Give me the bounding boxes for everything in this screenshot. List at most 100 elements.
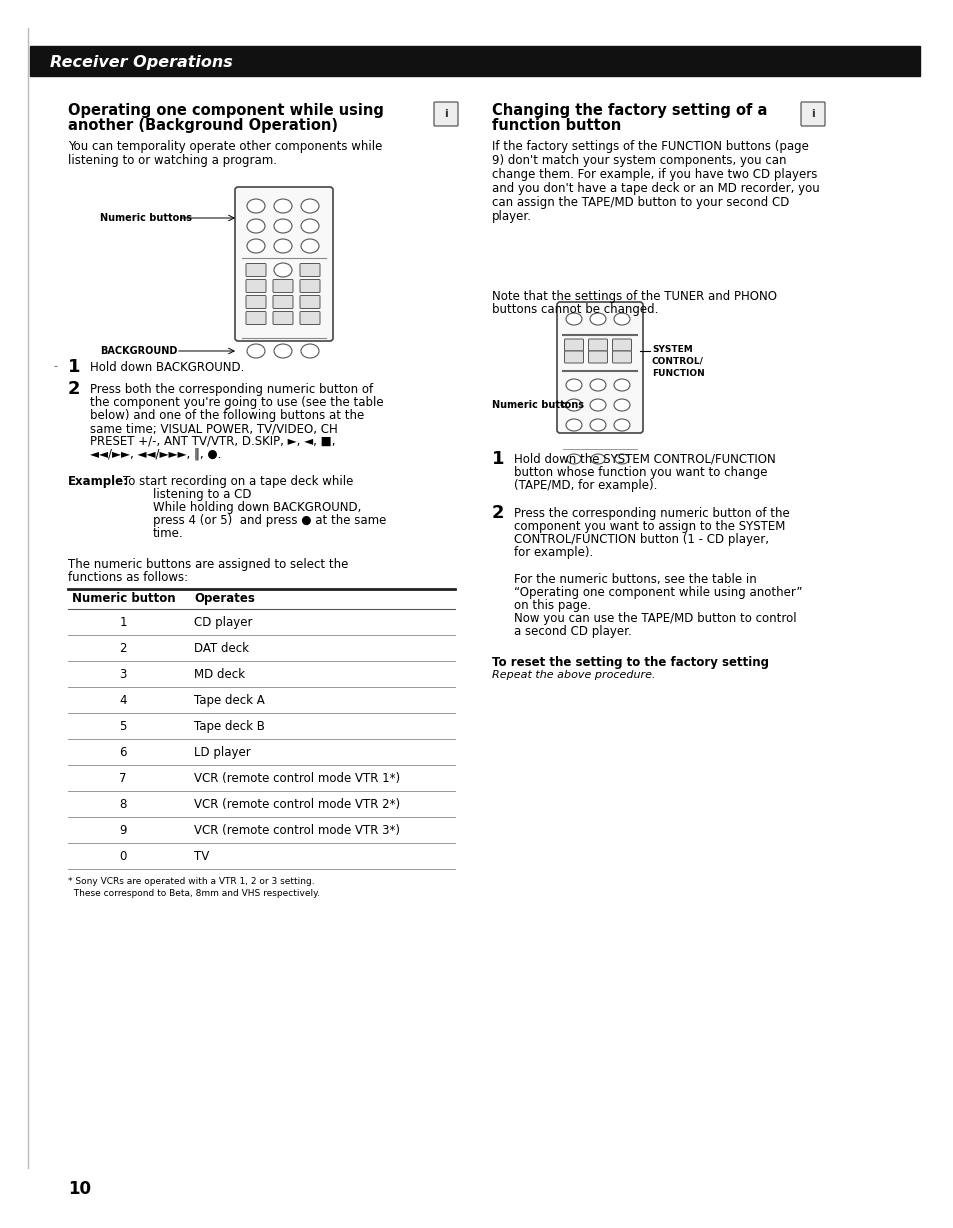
- FancyBboxPatch shape: [273, 280, 293, 292]
- FancyBboxPatch shape: [273, 296, 293, 308]
- Text: Repeat the above procedure.: Repeat the above procedure.: [492, 670, 655, 680]
- Text: listening to a CD: listening to a CD: [152, 488, 252, 501]
- Text: the component you're going to use (see the table: the component you're going to use (see t…: [90, 395, 383, 409]
- Ellipse shape: [247, 239, 265, 253]
- Ellipse shape: [565, 313, 581, 325]
- Text: 8: 8: [119, 798, 127, 810]
- Text: Press the corresponding numeric button of the: Press the corresponding numeric button o…: [514, 507, 789, 519]
- Text: player.: player.: [492, 210, 532, 223]
- Text: change them. For example, if you have two CD players: change them. For example, if you have tw…: [492, 168, 817, 181]
- Text: 10: 10: [68, 1180, 91, 1199]
- Text: DAT deck: DAT deck: [193, 642, 249, 655]
- Text: can assign the TAPE/MD button to your second CD: can assign the TAPE/MD button to your se…: [492, 196, 788, 209]
- Text: same time; VISUAL POWER, TV/VIDEO, CH: same time; VISUAL POWER, TV/VIDEO, CH: [90, 422, 337, 435]
- Text: Numeric buttons: Numeric buttons: [492, 400, 583, 410]
- FancyBboxPatch shape: [299, 312, 319, 324]
- Text: VCR (remote control mode VTR 1*): VCR (remote control mode VTR 1*): [193, 772, 399, 785]
- FancyBboxPatch shape: [588, 351, 607, 363]
- Bar: [30, 45, 919, 76]
- Text: Hold down BACKGROUND.: Hold down BACKGROUND.: [90, 361, 244, 375]
- Ellipse shape: [247, 219, 265, 233]
- Text: MD deck: MD deck: [193, 668, 245, 682]
- Text: CONTROL/: CONTROL/: [651, 357, 703, 366]
- Text: 2: 2: [492, 503, 504, 522]
- Text: 9: 9: [119, 824, 127, 837]
- Text: 2: 2: [68, 379, 80, 398]
- FancyBboxPatch shape: [612, 351, 631, 363]
- Text: CD player: CD player: [193, 616, 253, 629]
- Text: i: i: [444, 109, 447, 119]
- Text: SYSTEM: SYSTEM: [651, 345, 692, 354]
- Text: Tape deck A: Tape deck A: [193, 694, 265, 707]
- Text: component you want to assign to the SYSTEM: component you want to assign to the SYST…: [514, 519, 784, 533]
- Text: functions as follows:: functions as follows:: [68, 571, 188, 585]
- Text: FUNCTION: FUNCTION: [651, 368, 704, 378]
- Text: “Operating one component while using another”: “Operating one component while using ano…: [514, 586, 801, 599]
- Text: Operates: Operates: [193, 592, 254, 605]
- Text: and you don't have a tape deck or an MD recorder, you: and you don't have a tape deck or an MD …: [492, 182, 819, 195]
- Ellipse shape: [301, 219, 318, 233]
- Text: Now you can use the TAPE/MD button to control: Now you can use the TAPE/MD button to co…: [514, 612, 796, 625]
- FancyBboxPatch shape: [557, 302, 642, 433]
- Ellipse shape: [247, 199, 265, 212]
- Ellipse shape: [615, 454, 628, 464]
- FancyBboxPatch shape: [434, 102, 457, 126]
- Text: for example).: for example).: [514, 546, 593, 559]
- Ellipse shape: [247, 344, 265, 359]
- Text: 3: 3: [119, 668, 127, 682]
- Text: 9) don't match your system components, you can: 9) don't match your system components, y…: [492, 154, 785, 167]
- FancyBboxPatch shape: [612, 339, 631, 351]
- Text: (TAPE/MD, for example).: (TAPE/MD, for example).: [514, 479, 657, 492]
- Ellipse shape: [589, 419, 605, 431]
- Text: These correspond to Beta, 8mm and VHS respectively.: These correspond to Beta, 8mm and VHS re…: [68, 889, 320, 898]
- Text: Press both the corresponding numeric button of: Press both the corresponding numeric but…: [90, 383, 373, 395]
- Text: on this page.: on this page.: [514, 599, 591, 612]
- Text: Numeric buttons: Numeric buttons: [100, 212, 192, 223]
- Ellipse shape: [301, 344, 318, 359]
- Text: To reset the setting to the factory setting: To reset the setting to the factory sett…: [492, 656, 768, 669]
- Text: VCR (remote control mode VTR 2*): VCR (remote control mode VTR 2*): [193, 798, 399, 810]
- Ellipse shape: [614, 379, 629, 391]
- Ellipse shape: [566, 454, 580, 464]
- FancyBboxPatch shape: [246, 296, 266, 308]
- Text: a second CD player.: a second CD player.: [514, 625, 631, 639]
- Text: -: -: [53, 361, 57, 371]
- Text: Tape deck B: Tape deck B: [193, 720, 265, 733]
- Ellipse shape: [274, 239, 292, 253]
- Ellipse shape: [589, 399, 605, 411]
- Text: If the factory settings of the FUNCTION buttons (page: If the factory settings of the FUNCTION …: [492, 140, 808, 154]
- Text: time.: time.: [152, 527, 183, 540]
- Text: 0: 0: [119, 850, 127, 863]
- Ellipse shape: [590, 454, 604, 464]
- Text: The numeric buttons are assigned to select the: The numeric buttons are assigned to sele…: [68, 558, 348, 571]
- Text: TV: TV: [193, 850, 209, 863]
- FancyBboxPatch shape: [246, 312, 266, 324]
- Text: Hold down the SYSTEM CONTROL/FUNCTION: Hold down the SYSTEM CONTROL/FUNCTION: [514, 453, 775, 465]
- Text: 1: 1: [68, 359, 80, 376]
- Text: Changing the factory setting of a: Changing the factory setting of a: [492, 103, 766, 118]
- Text: Example:: Example:: [68, 475, 129, 488]
- Ellipse shape: [301, 199, 318, 212]
- Text: Note that the settings of the TUNER and PHONO: Note that the settings of the TUNER and …: [492, 290, 776, 303]
- Text: 7: 7: [119, 772, 127, 785]
- Ellipse shape: [614, 399, 629, 411]
- Text: 1: 1: [119, 616, 127, 629]
- Text: Receiver Operations: Receiver Operations: [50, 54, 233, 70]
- Ellipse shape: [565, 379, 581, 391]
- Text: LD player: LD player: [193, 745, 251, 759]
- Text: 5: 5: [119, 720, 127, 733]
- Ellipse shape: [589, 313, 605, 325]
- FancyBboxPatch shape: [246, 264, 266, 276]
- Text: below) and one of the following buttons at the: below) and one of the following buttons …: [90, 409, 364, 422]
- FancyBboxPatch shape: [234, 187, 333, 341]
- FancyBboxPatch shape: [564, 339, 583, 351]
- Text: 1: 1: [492, 449, 504, 468]
- Text: 4: 4: [119, 694, 127, 707]
- Ellipse shape: [301, 239, 318, 253]
- Ellipse shape: [614, 313, 629, 325]
- FancyBboxPatch shape: [564, 351, 583, 363]
- FancyBboxPatch shape: [299, 264, 319, 276]
- Ellipse shape: [274, 199, 292, 212]
- Text: BACKGROUND: BACKGROUND: [100, 346, 177, 356]
- Ellipse shape: [614, 419, 629, 431]
